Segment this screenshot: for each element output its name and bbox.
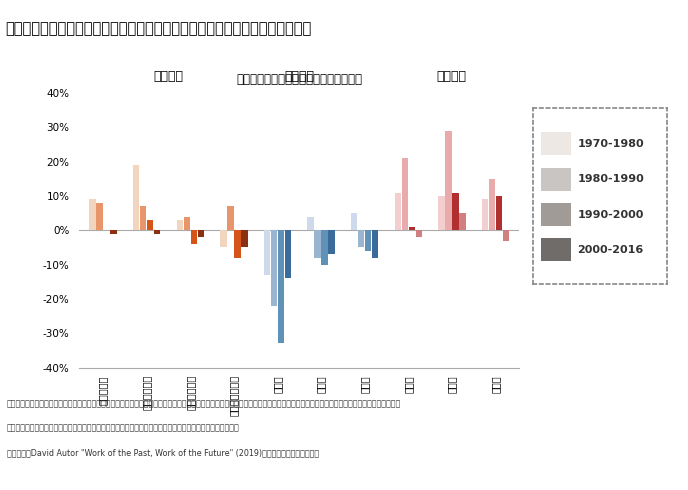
Text: 米国における職業別就業者シェアの変化: 米国における職業別就業者シェアの変化: [236, 73, 363, 86]
Bar: [140, 206, 147, 230]
Bar: [402, 158, 408, 230]
Bar: [365, 230, 372, 251]
Bar: [177, 220, 183, 230]
Text: （注１）「労働市場の両極化」は、専門・技術職等の高スキル職や、医療・対個人サービス職等の低スキル職で就業者が増加する一方、製造職や事務職等の中スキル職が減少する: （注１）「労働市場の両極化」は、専門・技術職等の高スキル職や、医療・対個人サービ…: [7, 399, 401, 408]
Text: 2000-2016: 2000-2016: [577, 245, 644, 255]
Bar: [321, 230, 327, 265]
Text: （出所）　David Autor "Work of the Past, Work of the Future" (2019)を基に経済産業省が作成。: （出所） David Autor "Work of the Past, Work…: [7, 448, 319, 457]
Text: 1970-1980: 1970-1980: [577, 139, 644, 149]
Bar: [234, 230, 241, 258]
Bar: [271, 230, 277, 306]
Bar: [89, 199, 96, 230]
Bar: [314, 230, 321, 258]
Bar: [96, 203, 103, 230]
Bar: [351, 213, 358, 230]
Bar: [241, 230, 248, 247]
Bar: [285, 230, 291, 278]
Bar: [154, 230, 160, 234]
Bar: [438, 196, 444, 230]
Bar: [541, 203, 571, 226]
Text: 1980-1990: 1980-1990: [577, 174, 644, 184]
Bar: [395, 193, 401, 230]
Bar: [372, 230, 378, 258]
Bar: [191, 230, 197, 244]
Text: 高スキル: 高スキル: [437, 70, 467, 83]
Bar: [278, 230, 284, 343]
Text: （注２）　各職業に係る総労働時間（就業者数に労働時間を乗じたもの）のシェア伸び率であることに留意。: （注２） 各職業に係る総労働時間（就業者数に労働時間を乗じたもの）のシェア伸び率…: [7, 424, 239, 433]
Text: 低スキル: 低スキル: [153, 70, 184, 83]
Text: 1990-2000: 1990-2000: [577, 210, 644, 220]
Bar: [133, 165, 140, 230]
Bar: [452, 193, 459, 230]
Bar: [264, 230, 270, 275]
Bar: [541, 168, 571, 191]
Bar: [482, 199, 488, 230]
Bar: [445, 131, 451, 230]
Text: 米国では自動化により「労働市場の両極化」が起きたことが確認されている。: 米国では自動化により「労働市場の両極化」が起きたことが確認されている。: [6, 21, 312, 36]
Bar: [488, 179, 495, 230]
Bar: [459, 213, 466, 230]
Bar: [358, 230, 365, 247]
Bar: [328, 230, 335, 254]
Bar: [409, 227, 415, 230]
Bar: [541, 238, 571, 261]
Bar: [110, 230, 117, 234]
Bar: [416, 230, 422, 237]
Bar: [503, 230, 509, 241]
Bar: [184, 217, 190, 230]
Bar: [197, 230, 204, 237]
Bar: [496, 196, 502, 230]
Bar: [147, 220, 153, 230]
Bar: [541, 132, 571, 155]
Bar: [220, 230, 226, 247]
Bar: [308, 217, 314, 230]
Text: 中スキル: 中スキル: [284, 70, 314, 83]
Bar: [227, 206, 234, 230]
